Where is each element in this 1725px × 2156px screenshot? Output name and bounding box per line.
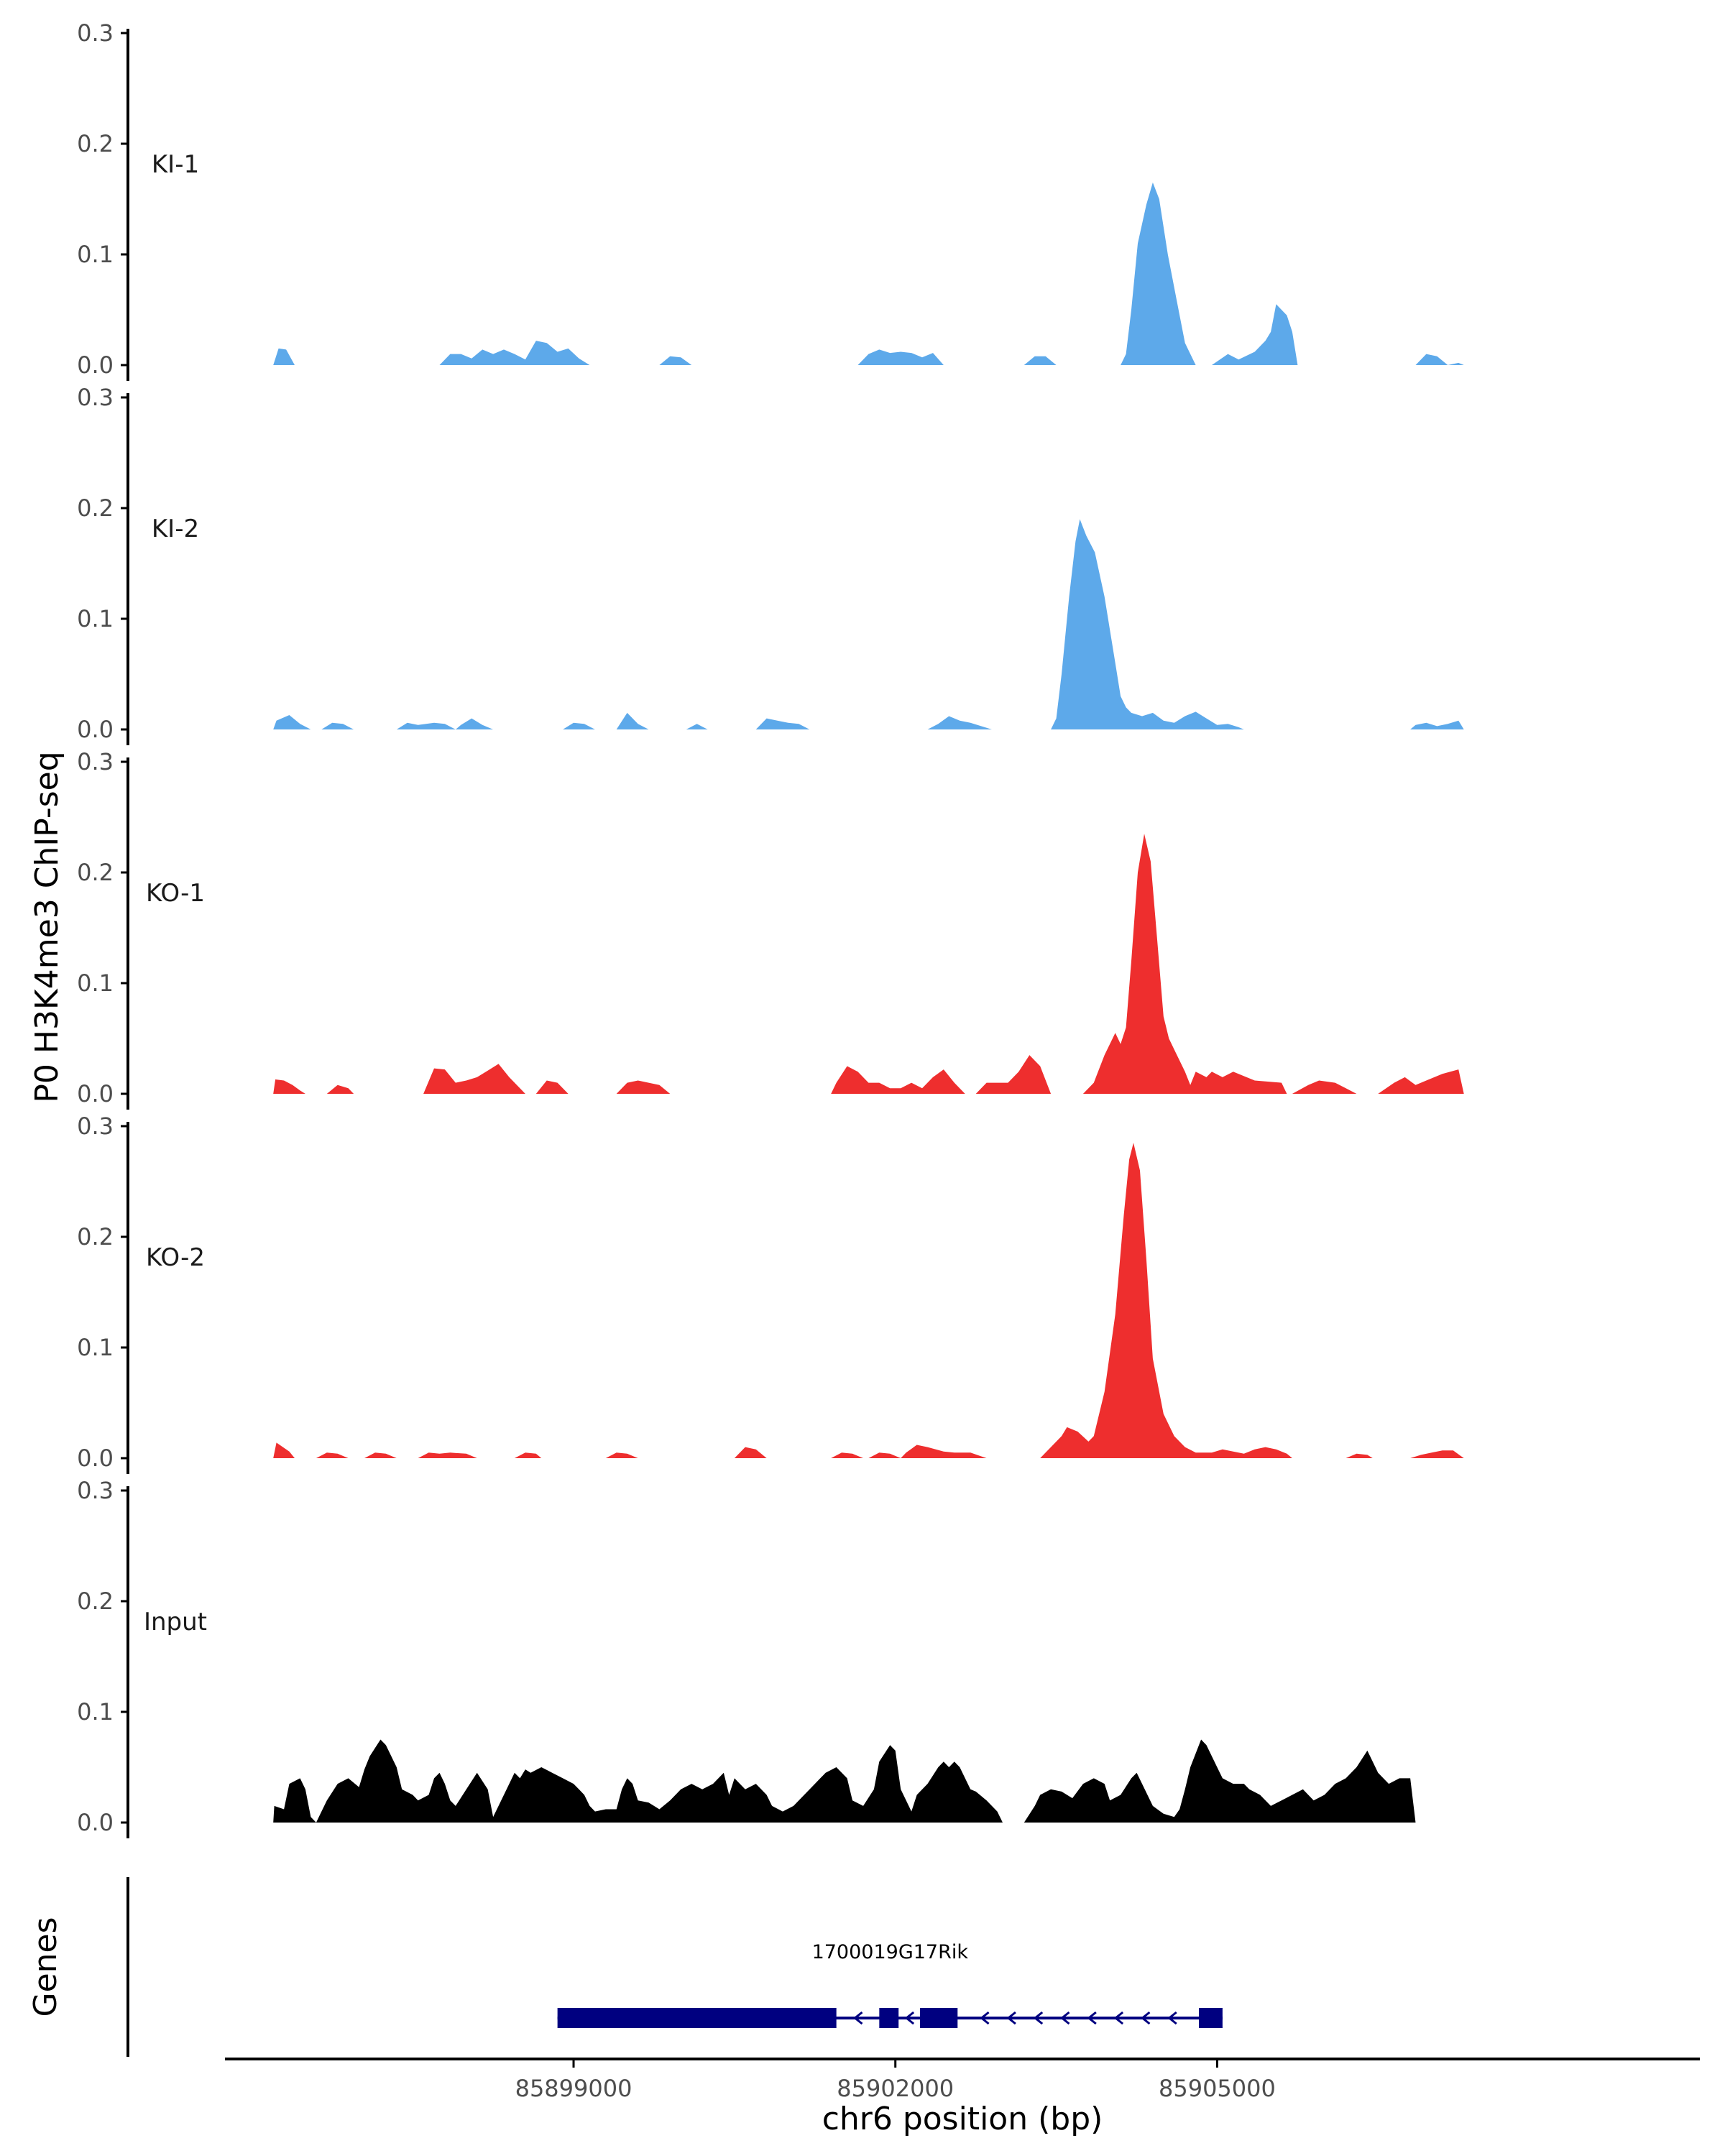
signal-area	[1121, 182, 1196, 365]
y-tick-label: 0.2	[77, 859, 114, 886]
signal-area	[1212, 304, 1298, 365]
gene-exon	[1199, 2008, 1223, 2028]
y-tick-label: 0.2	[77, 1223, 114, 1250]
strand-arrow	[1006, 2011, 1016, 2025]
y-tick-label: 0.3	[77, 384, 114, 411]
track-ko-1: 0.0 0.1 0.2 0.3 KO-1	[77, 748, 1464, 1110]
y-axis-title: P0 H3K4me3 ChIP-seq	[29, 751, 65, 1102]
y-tick-label: 0.1	[77, 1698, 114, 1726]
y-tick-label: 0.1	[77, 241, 114, 268]
signal-area	[605, 1452, 638, 1458]
x-axis-title: chr6 position (bp)	[822, 2101, 1103, 2137]
y-tick-label: 0.2	[77, 130, 114, 157]
signal-area	[273, 715, 311, 729]
gene-exon	[879, 2008, 899, 2028]
y-tick-label: 0.3	[77, 748, 114, 775]
gene-name-label: 1700019G17Rik	[812, 1941, 969, 1963]
signal-area	[273, 1442, 295, 1458]
signal-area	[364, 1452, 397, 1458]
signal-area	[616, 712, 649, 729]
signal-area	[831, 1066, 965, 1094]
y-tick-label: 0.0	[77, 1809, 114, 1836]
signal-area	[1346, 1453, 1373, 1458]
y-tick-label: 0.2	[77, 1588, 114, 1615]
y-tick-label: 0.3	[77, 1112, 114, 1140]
signal-area	[755, 718, 810, 729]
strand-arrow	[1141, 2011, 1151, 2025]
strand-arrow	[1087, 2011, 1097, 2025]
signal-area	[423, 1064, 525, 1094]
signal-area	[831, 1452, 863, 1458]
track-label: Input	[144, 1608, 207, 1636]
y-tick-label: 0.3	[77, 19, 114, 47]
x-axis: 85899000 85902000 85905000	[225, 2058, 1700, 2102]
x-tick-label: 85905000	[1159, 2075, 1276, 2102]
track-label: KO-1	[146, 879, 205, 908]
y-tick-label: 0.1	[77, 605, 114, 632]
genes-axis-title: Genes	[27, 1917, 64, 2017]
x-tick-label: 85899000	[515, 2075, 632, 2102]
signal-area	[686, 724, 708, 729]
gene-track	[126, 1877, 1223, 2057]
signal-area	[616, 1080, 671, 1094]
y-tick-label: 0.0	[77, 1445, 114, 1472]
signal-area	[273, 1079, 305, 1094]
signal-area	[1410, 1450, 1464, 1458]
strand-arrow	[1060, 2011, 1070, 2025]
y-tick-label: 0.0	[77, 716, 114, 743]
signal-area	[1024, 356, 1057, 365]
strand-arrow	[1033, 2011, 1044, 2025]
signal-area	[1292, 1080, 1357, 1094]
signal-area	[1415, 354, 1464, 365]
y-tick-label: 0.1	[77, 1334, 114, 1361]
y-tick-label: 0.2	[77, 494, 114, 522]
track-ko-2: 0.0 0.1 0.2 0.3 KO-2	[77, 1112, 1464, 1474]
signal-area	[418, 1452, 477, 1458]
signal-area	[439, 341, 590, 365]
track-ki-1: 0.0 0.1 0.2 0.3 KI-1	[77, 19, 1464, 381]
signal-area	[273, 348, 295, 365]
track-ki-2: 0.0 0.1 0.2 0.3 KI-2	[77, 384, 1464, 745]
signal-area	[563, 722, 595, 729]
y-tick-label: 0.3	[77, 1477, 114, 1504]
signal-area	[326, 1084, 354, 1094]
strand-arrow	[1113, 2011, 1124, 2025]
signal-area	[514, 1452, 542, 1458]
strand-arrow	[1167, 2011, 1177, 2025]
track-label: KI-1	[152, 150, 199, 179]
signal-area	[975, 1055, 1052, 1094]
signal-area	[1040, 1143, 1292, 1458]
y-tick-label: 0.1	[77, 969, 114, 997]
y-tick-label: 0.0	[77, 351, 114, 379]
signal-area	[857, 349, 944, 365]
strand-arrow	[904, 2011, 915, 2025]
x-tick-label: 85902000	[837, 2075, 954, 2102]
signal-area	[535, 1080, 569, 1094]
gene-exon	[920, 2008, 958, 2028]
signal-area	[734, 1447, 767, 1458]
signal-area	[868, 1445, 987, 1458]
strand-arrow	[853, 2011, 863, 2025]
track-label: KO-2	[146, 1243, 205, 1272]
track-label: KI-2	[152, 515, 199, 543]
signal-area	[1051, 519, 1244, 729]
y-tick-label: 0.0	[77, 1080, 114, 1107]
track-input: 0.0 0.1 0.2 0.3 Input	[77, 1477, 1416, 1838]
signal-area	[1378, 1069, 1464, 1094]
signal-area	[1082, 834, 1287, 1094]
tracks-group: 0.00.10.20.3KI-10.00.10.20.3KI-20.00.10.…	[77, 19, 1464, 1838]
signal-area	[273, 1739, 1003, 1823]
gene-exon	[557, 2008, 837, 2028]
signal-area	[321, 722, 354, 729]
strand-arrow	[980, 2011, 990, 2025]
signal-area	[1024, 1739, 1416, 1823]
signal-area	[1410, 720, 1464, 729]
signal-area	[659, 356, 692, 365]
signal-area	[316, 1452, 349, 1458]
signal-area	[927, 716, 992, 729]
signal-area	[396, 718, 494, 729]
